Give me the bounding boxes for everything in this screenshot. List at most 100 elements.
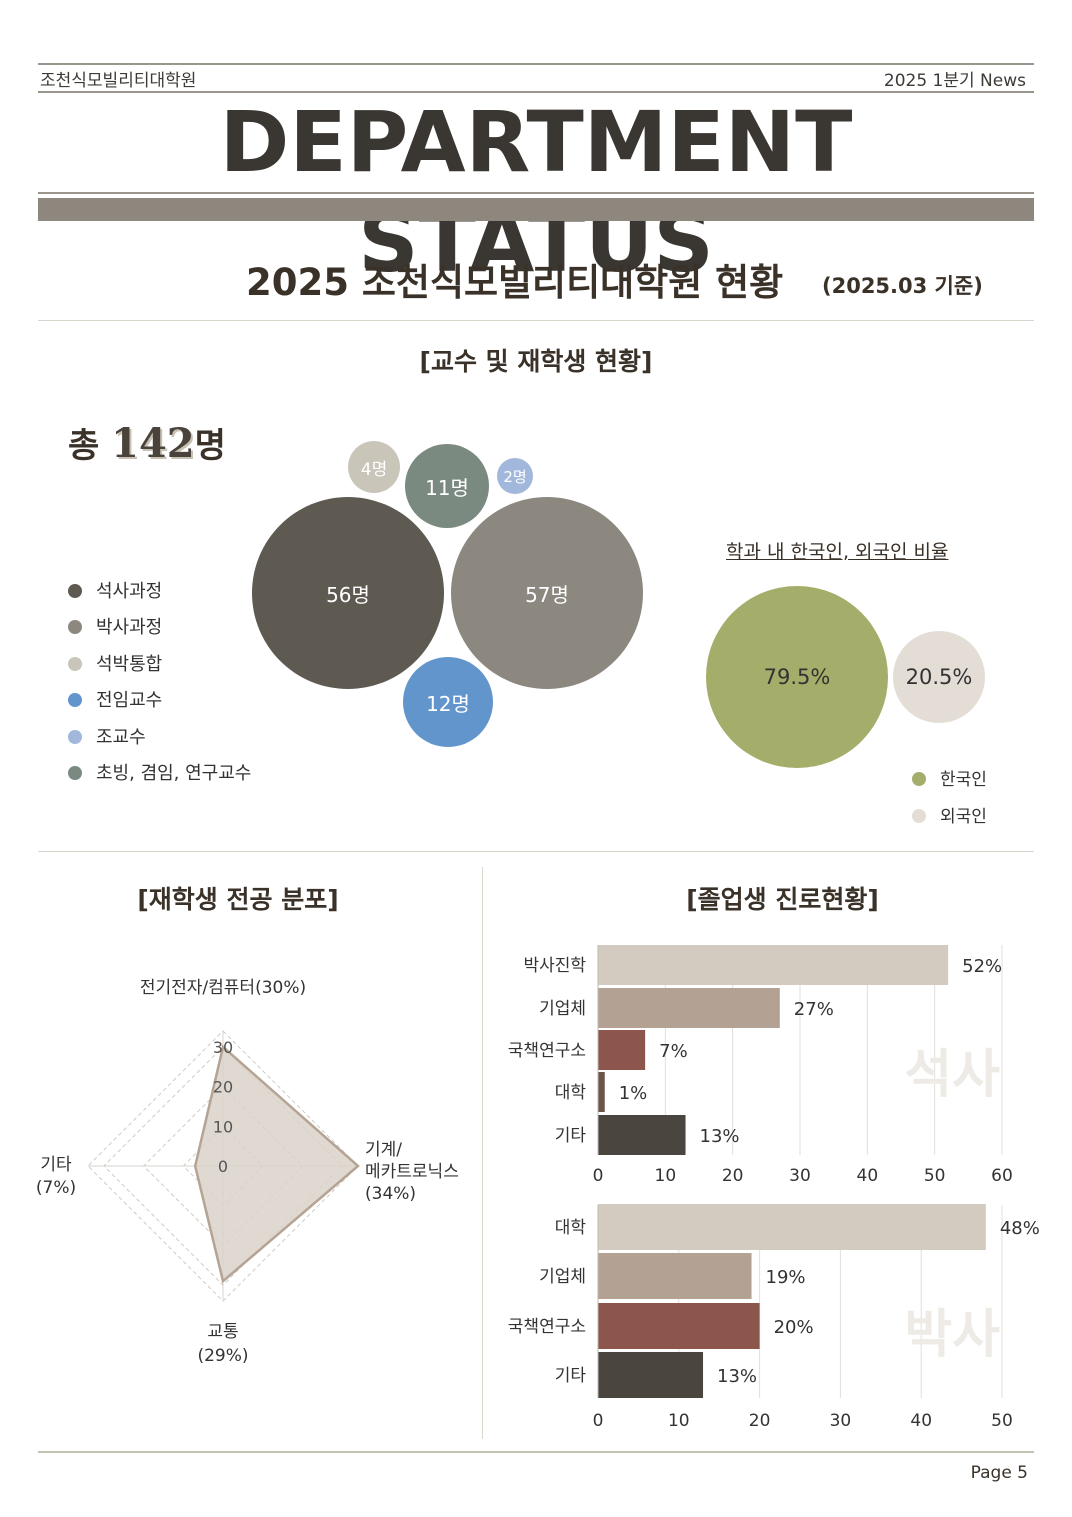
radar-tick-label: 0 — [218, 1157, 228, 1176]
staff-legend-item: 조교수 — [68, 726, 146, 750]
legend-dot — [912, 809, 926, 823]
staff-legend-item: 박사과정 — [68, 616, 162, 640]
top-rule — [38, 63, 1034, 65]
radar-label-right-3: (34%) — [365, 1184, 416, 1204]
section-divider — [38, 320, 1034, 321]
bar-category-label: 국책연구소 — [508, 1041, 586, 1061]
bar-tick-label: 50 — [924, 1166, 946, 1186]
bar — [598, 1253, 752, 1299]
bar-value-label: 52% — [962, 956, 1002, 977]
staff-bubble: 11명 — [405, 444, 489, 528]
bar — [598, 1352, 704, 1398]
careers-bar-charts: 0 10 20 30 40 50 60 석사 박사진학 52% 기업체 27% 국책연구소 7% 대학 1% 기… — [508, 945, 1040, 1430]
radar-label-left-1: 기타 — [40, 1155, 72, 1175]
radar-label-right-1: 기계/ — [365, 1140, 402, 1160]
bar-category-label: 기타 — [555, 1126, 587, 1146]
total-count: 총 142명 — [68, 418, 226, 467]
legend-label: 석박통합 — [96, 654, 163, 675]
header-rule — [38, 91, 1034, 93]
total-suffix: 명 — [194, 426, 226, 466]
section-divider-2 — [38, 851, 1034, 852]
bar — [598, 1072, 605, 1112]
staff-legend-item: 석사과정 — [68, 580, 162, 604]
legend-dot — [68, 730, 82, 744]
career-chart-2: 0 10 20 30 40 50 박사 대학 48% 기업체 19% 국책연구소 20% 기타 13% — [508, 1204, 1040, 1430]
bar-category-label: 박사진학 — [523, 956, 586, 976]
bar-tick-label: 20 — [722, 1166, 744, 1186]
bar — [598, 1030, 646, 1070]
bar — [598, 945, 949, 985]
page-number: Page 5 — [970, 1463, 1028, 1483]
bar-tick-label: 30 — [789, 1166, 811, 1186]
staff-bubble: 57명 — [451, 497, 643, 689]
bar-category-label: 대학 — [555, 1083, 587, 1103]
legend-label: 외국인 — [940, 807, 987, 827]
section-title: 2025 조천식모빌리티대학원 현황 — [246, 261, 784, 304]
legend-dot — [68, 766, 82, 780]
title-band — [38, 198, 1034, 221]
bar-tick-label: 40 — [857, 1166, 879, 1186]
legend-dot — [68, 584, 82, 598]
title-rule — [38, 192, 1034, 194]
legend-dot — [68, 693, 82, 707]
majors-heading: [재학생 전공 분포] — [137, 885, 339, 914]
staff-bubble: 4명 — [348, 441, 400, 493]
bar — [598, 1115, 686, 1155]
bar-tick-label: 40 — [910, 1411, 932, 1430]
majors-radar-chart: 0 10 20 30 전기전자/컴퓨터(30%) 기계/ 메카트로닉스 (34%) 교… — [36, 978, 459, 1366]
staff-heading: [교수 및 재학생 현황] — [419, 347, 653, 376]
ratio-legend-item: 한국인 — [912, 768, 987, 792]
legend-label: 전임교수 — [96, 690, 163, 711]
bar-watermark: 석사 — [904, 1045, 1000, 1105]
bar-tick-label: 20 — [749, 1411, 771, 1430]
careers-heading: [졸업생 진로현황] — [686, 885, 879, 914]
bar-tick-label: 0 — [593, 1166, 604, 1186]
legend-label: 초빙, 겸임, 연구교수 — [96, 763, 252, 784]
bar-value-label: 20% — [774, 1317, 814, 1338]
legend-label: 조교수 — [96, 727, 146, 748]
career-chart-1: 0 10 20 30 40 50 60 석사 박사진학 52% 기업체 27% 국책연구소 7% 대학 1% 기… — [508, 945, 1013, 1186]
column-divider — [482, 867, 483, 1439]
radar-label-top: 전기전자/컴퓨터(30%) — [140, 978, 306, 998]
staff-legend-item: 석박통합 — [68, 653, 162, 677]
bar-category-label: 대학 — [555, 1218, 587, 1238]
staff-bubble: 56명 — [252, 497, 444, 689]
staff-bubble: 12명 — [403, 657, 493, 747]
bar-tick-label: 0 — [593, 1411, 604, 1430]
bar-value-label: 19% — [766, 1267, 806, 1288]
footer-rule — [38, 1451, 1034, 1453]
legend-dot — [68, 620, 82, 634]
radar-tick-label: 10 — [213, 1117, 233, 1136]
bar-category-label: 기업체 — [539, 1267, 586, 1287]
bar-tick-label: 30 — [830, 1411, 852, 1430]
bar-tick-label: 10 — [655, 1166, 677, 1186]
bar-value-label: 1% — [619, 1083, 648, 1104]
bar — [598, 1204, 986, 1250]
ratio-bubble: 20.5% — [893, 631, 985, 723]
ratio-title: 학과 내 한국인, 외국인 비율 — [726, 541, 949, 563]
radar-label-left-2: (7%) — [36, 1178, 76, 1198]
bar-category-label: 기업체 — [539, 999, 586, 1019]
bar — [598, 988, 780, 1028]
ratio-legend-item: 외국인 — [912, 805, 987, 829]
legend-label: 박사과정 — [96, 617, 163, 638]
bar-category-label: 국책연구소 — [508, 1317, 586, 1337]
staff-bubble: 2명 — [497, 458, 533, 494]
issue-label: 2025 1분기 News — [883, 71, 1026, 91]
radar-tick-label: 30 — [213, 1038, 233, 1057]
legend-dot — [912, 772, 926, 786]
staff-legend-item: 초빙, 겸임, 연구교수 — [68, 762, 251, 786]
bar-value-label: 13% — [700, 1126, 740, 1147]
bar-tick-label: 50 — [991, 1411, 1013, 1430]
bar-tick-label: 10 — [668, 1411, 690, 1430]
bar-watermark: 박사 — [904, 1305, 1000, 1365]
legend-label: 석사과정 — [96, 581, 163, 602]
section-date: (2025.03 기준) — [822, 274, 983, 298]
radar-tick-label: 20 — [213, 1078, 233, 1097]
bar-value-label: 27% — [794, 999, 834, 1020]
bar — [598, 1303, 760, 1349]
bar-value-label: 48% — [1000, 1218, 1040, 1239]
bar-tick-label: 60 — [991, 1166, 1013, 1186]
staff-legend-item: 전임교수 — [68, 689, 162, 713]
total-number: 142 — [111, 420, 195, 467]
